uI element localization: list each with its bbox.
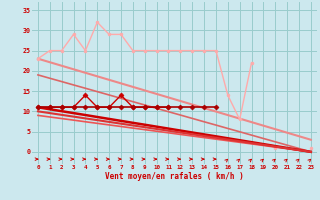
X-axis label: Vent moyen/en rafales ( km/h ): Vent moyen/en rafales ( km/h ) xyxy=(105,172,244,181)
